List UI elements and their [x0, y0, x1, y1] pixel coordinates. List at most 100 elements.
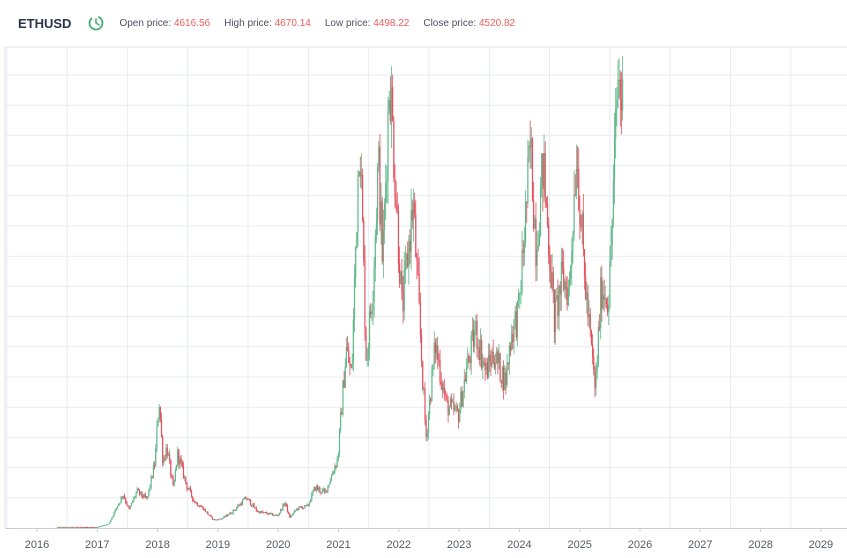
- candle-up: [442, 387, 445, 391]
- candle-down: [515, 311, 517, 338]
- candle-down: [430, 398, 432, 402]
- candle-down: [283, 504, 285, 506]
- candle-down: [607, 303, 609, 313]
- candle-down: [84, 527, 86, 528]
- candle-up: [105, 524, 107, 526]
- candle-down: [365, 327, 367, 361]
- candle-down: [83, 527, 85, 528]
- candle-up: [340, 412, 342, 430]
- candle-down: [202, 506, 204, 511]
- candle-up: [368, 311, 371, 349]
- candle-up: [622, 79, 624, 111]
- x-tick-label: 2023: [447, 539, 471, 551]
- candle-up: [471, 329, 473, 336]
- candle-up: [474, 333, 476, 347]
- candle-down: [246, 498, 248, 500]
- candle-down: [591, 344, 594, 357]
- candle-down: [464, 379, 467, 382]
- candle-up: [236, 507, 238, 510]
- candle-up: [133, 497, 135, 502]
- candle-up: [331, 473, 334, 476]
- candle-up: [229, 512, 231, 515]
- candle-up: [293, 510, 296, 513]
- candle-up: [564, 281, 566, 290]
- candle-up: [310, 500, 312, 503]
- candle-up: [110, 520, 112, 523]
- candle-down: [500, 381, 502, 384]
- candle-up: [306, 504, 308, 506]
- candle-down: [402, 293, 404, 312]
- candle-up: [216, 519, 218, 521]
- symbol-label: ETHUSD: [18, 15, 72, 31]
- candle-down: [561, 261, 564, 268]
- candle-up: [541, 153, 543, 186]
- candle-up: [219, 518, 222, 520]
- candle-up: [527, 157, 529, 203]
- candle-down: [230, 512, 232, 514]
- candle-down: [233, 509, 235, 511]
- x-tick-label: 2028: [748, 539, 772, 551]
- candle-up: [551, 272, 553, 288]
- candle-up: [163, 458, 165, 464]
- close-price-stat: Close price: 4520.82: [423, 18, 515, 29]
- candle-down: [359, 171, 361, 177]
- candle-up: [136, 488, 138, 493]
- candle-up: [129, 506, 131, 509]
- x-tick-label: 2029: [809, 539, 833, 551]
- candle-up: [410, 210, 412, 252]
- candle-up: [223, 516, 225, 518]
- candle-down: [210, 515, 212, 517]
- candle-down: [59, 526, 61, 528]
- candle-up: [108, 522, 111, 524]
- candle-down: [444, 387, 446, 395]
- candle-up: [268, 512, 270, 515]
- candle-up: [571, 250, 573, 267]
- candle-up: [330, 475, 332, 481]
- candle-up: [543, 153, 545, 189]
- candle-down: [457, 410, 460, 423]
- candle-up: [184, 476, 186, 478]
- candle-up: [356, 232, 358, 247]
- candle-down: [529, 145, 531, 148]
- candle-up: [336, 458, 338, 467]
- close-price-value: 4520.82: [478, 17, 516, 29]
- candle-down: [90, 527, 92, 528]
- candle-up: [360, 174, 363, 177]
- candle-up: [117, 506, 119, 508]
- candle-down: [217, 519, 219, 521]
- candle-down: [180, 458, 182, 463]
- candle-down: [381, 201, 383, 262]
- candle-down: [364, 260, 366, 328]
- candle-up: [279, 509, 282, 513]
- candle-down: [469, 360, 471, 364]
- candle-up: [380, 201, 382, 225]
- candle-up: [344, 366, 346, 388]
- candle-down: [323, 489, 326, 492]
- candle-up: [298, 506, 300, 510]
- candle-up: [377, 167, 379, 221]
- candle-up: [342, 380, 344, 415]
- candle-down: [86, 527, 89, 528]
- candle-down: [585, 276, 587, 300]
- candle-up: [617, 80, 619, 100]
- candle-up: [195, 502, 197, 504]
- candle-down: [370, 311, 372, 315]
- candle-up: [519, 293, 521, 295]
- x-tick-label: 2017: [85, 539, 109, 551]
- clock-icon-svg: [89, 15, 104, 31]
- candle-up: [600, 277, 602, 329]
- candle-down: [145, 497, 148, 499]
- candle-up: [403, 269, 405, 312]
- candle-up: [237, 505, 239, 508]
- candle-down: [81, 526, 83, 528]
- candle-up: [274, 514, 276, 516]
- candle-down: [204, 509, 207, 512]
- candle-up: [612, 179, 614, 220]
- candle-down: [314, 487, 316, 491]
- candle-up: [506, 362, 508, 385]
- clock-icon[interactable]: [87, 14, 105, 32]
- candle-up: [308, 502, 311, 506]
- candle-down: [379, 146, 381, 225]
- candle-down: [299, 506, 301, 508]
